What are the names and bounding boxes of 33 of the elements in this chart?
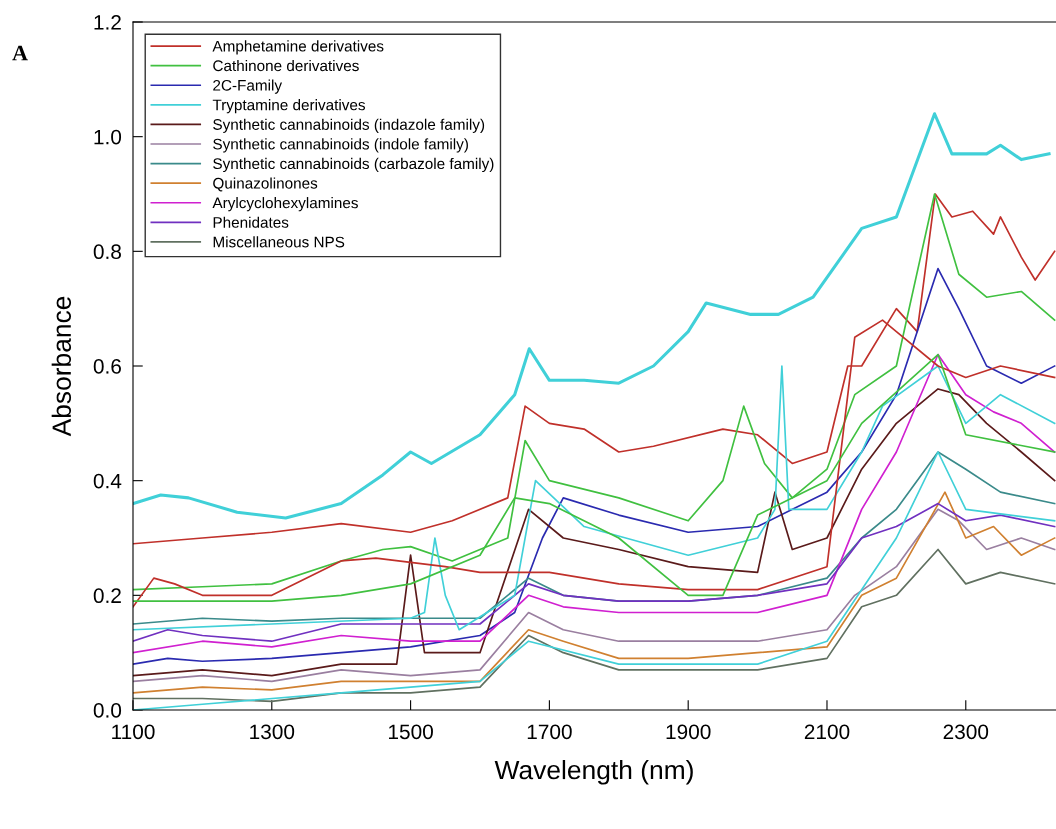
legend-label: Synthetic cannabinoids (carbazole family) [213,157,494,173]
x-tick-label: 1500 [389,724,433,740]
y-axis-title: Absorbance [51,296,72,437]
legend-label: Synthetic cannabinoids (indazole family) [213,118,485,133]
y-tick-label: 0.4 [93,473,122,489]
legend-label: Arylcyclohexylamines [212,197,358,212]
legend-label: Synthetic cannabinoids (indole family) [213,138,468,153]
legend-label: Phenidates [213,216,289,228]
y-tick-label: 0.0 [93,703,122,718]
y-tick-label: 0.6 [93,359,121,374]
legend-label: Amphetamine derivatives [212,40,384,55]
y-tick-label: 1.2 [94,15,121,30]
x-tick-label: 1900 [666,724,711,740]
y-tick-label: 0.8 [93,244,121,260]
x-tick-label: 2300 [943,724,989,740]
line-series [133,112,1051,520]
legend-label: 2C-Family [213,79,283,94]
legend-label: Miscellaneous NPS [213,236,345,248]
line-series [133,502,1056,643]
x-tick-label: 1100 [112,724,155,740]
line-series [133,548,1056,703]
legend-label: Tryptamine derivatives [212,99,365,114]
y-tick-label: 1.0 [94,129,122,145]
legend-label: Quinazolinones [213,177,318,192]
text: A [12,45,28,61]
x-tick-label: 1700 [527,724,572,740]
legend-label: Cathinone derivatives [213,59,359,72]
x-tick-label: 1300 [250,724,295,740]
y-tick-label: 0.2 [93,588,121,604]
line-series [133,267,1056,665]
x-tick-label: 2100 [804,724,850,740]
x-axis-title: Wavelength (nm) [494,759,693,785]
line-series [133,388,1056,677]
